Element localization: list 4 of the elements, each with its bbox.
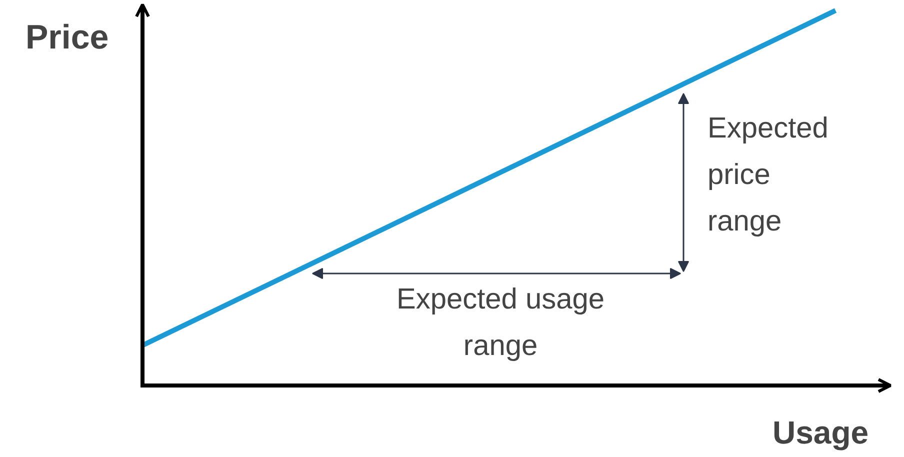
x-axis-title: Usage [772,414,869,450]
annotation: Expected usage range [396,284,604,362]
annotation: Expected price range [708,112,828,238]
y-axis-title: Price [26,18,109,56]
